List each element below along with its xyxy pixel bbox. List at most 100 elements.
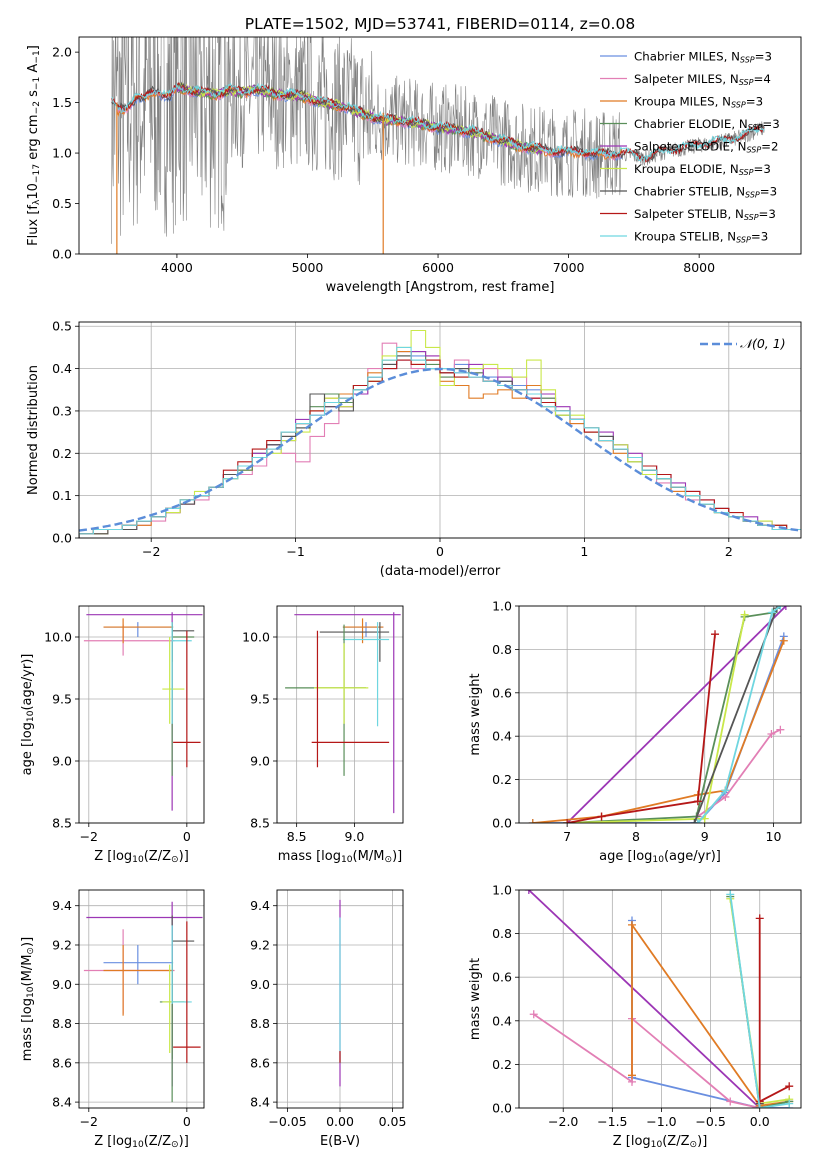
x-tick-label: 8000 [683,260,715,275]
plot-area [83,612,203,811]
y-tick-label: 0.6 [492,685,512,700]
y-tick-label: 8.4 [250,1095,270,1110]
plot-area [111,37,765,254]
weight-series-line [697,728,781,818]
weight-point-marker [524,890,533,894]
legend-label: Chabrier ELODIE, NSSP=3 [634,117,780,132]
y-tick-label: 8.5 [250,816,270,831]
legend-label: Kroupa STELIB, NSSP=3 [634,230,768,245]
weight-series-line [729,894,790,1108]
legend-label: 𝒩(0, 1) [740,336,786,351]
weight-point-marker [627,920,636,929]
axes-frame [518,605,802,824]
y-tick-label: 8.5 [52,816,72,831]
weight-point-marker [755,914,764,923]
y-axis-label: age [log10(age/yr)] [20,654,36,776]
chart-age-vs-mass: 8.5 9.0 8.5 9.0 9.5 10.0 mass [log10(M/M⊙)] [242,605,404,865]
x-tick-label: 2 [725,544,733,559]
weight-point-marker [627,1071,636,1080]
weight-point-marker [781,606,790,610]
x-tick-label: 9.0 [345,829,365,844]
y-tick-label: 9.2 [250,937,270,952]
y-tick-label: 9.2 [52,937,72,952]
y-tick-label: 9.5 [52,692,72,707]
x-axis-label: Z [log10(Z/Z⊙)] [94,1134,189,1150]
weight-point-marker [785,1082,794,1091]
chart-spectrum: 4000 5000 6000 7000 8000 0.0 0.5 1.0 1.5 2.0 wavel… [26,36,802,295]
y-axis-label: Normed distribution [26,365,41,495]
chart-weight-vs-age: 7 8 9 10 0.0 0.2 0.4 0.6 0.8 1.0 age [log10(age/yr… [468,599,802,865]
weight-point-marker [597,812,606,821]
y-tick-label: 0.2 [52,446,72,461]
weight-point-marker [726,1097,735,1106]
legend-label: Salpeter MILES, NSSP=4 [634,72,771,87]
weight-point-marker [776,725,785,734]
x-tick-label: −2 [80,1114,98,1129]
x-tick-label: −1 [286,544,304,559]
y-tick-label: 0.2 [492,772,512,787]
y-tick-label: 0.8 [492,642,512,657]
weight-series-line [532,636,785,823]
axes-frame [518,889,802,1109]
x-axis-label: (data-model)/error [380,564,501,579]
x-axis-label: E(B-V) [320,1134,360,1149]
x-tick-label: 1 [580,544,588,559]
weight-point-marker [528,819,537,823]
x-tick-label: 4000 [161,260,193,275]
y-axis-label: Flux [fλ10−17 erg cm−2 s−1 A−1] [26,45,42,246]
chart-mass-vs-ebv: −0.05 0.00 0.05 8.4 8.6 8.8 9.0 9.2 9.4 E(B-V) [250,889,407,1149]
weight-point-marker [721,786,730,795]
y-axis-label: mass weight [468,673,483,755]
y-tick-label: 10.0 [242,630,270,645]
weight-series-line [631,922,790,1107]
plot-area [83,901,203,1103]
weight-point-marker [767,730,776,739]
axes-frame [78,605,205,824]
y-tick-label: 0.0 [492,1101,512,1116]
y-tick-label: 8.8 [250,1016,270,1031]
y-axis-label: mass [log10(M/M⊙)] [20,937,36,1061]
weight-series-line [566,606,787,823]
x-tick-label: −2 [80,829,98,844]
y-tick-label: 0.0 [52,531,72,546]
plot-area [285,612,401,814]
weight-point-marker [755,1104,764,1108]
plot-area [524,890,794,1108]
x-tick-label: 7000 [553,260,585,275]
model-spectrum-line [111,82,765,163]
weight-series-line [566,634,716,823]
weight-series-line [533,1013,760,1108]
model-spectrum-line [176,84,543,156]
spectrum-legend: Chabrier MILES, NSSP=3 Salpeter MILES, NS… [600,50,780,245]
x-tick-label: 8 [632,829,640,844]
legend-label: Salpeter ELODIE, NSSP=2 [634,140,779,155]
y-tick-label: 9.0 [250,754,270,769]
y-tick-label: 1.5 [52,95,72,110]
figure-title: PLATE=1502, MJD=53741, FIBERID=0114, z=0… [245,15,635,33]
x-tick-label: −2 [142,544,160,559]
x-tick-label: −0.05 [268,1114,306,1129]
x-tick-label: 0 [183,829,191,844]
y-tick-label: 0.5 [52,196,72,211]
weight-series-line [567,611,774,823]
y-tick-label: 9.0 [52,977,72,992]
y-tick-label: 8.6 [250,1055,270,1070]
x-tick-label: 0 [183,1114,191,1129]
weight-point-marker [726,890,735,899]
y-tick-label: 8.6 [52,1055,72,1070]
y-tick-label: 0.8 [492,926,512,941]
chart-residuals: −2 −1 0 1 2 0.0 0.1 0.2 0.3 0.4 0.5 (data-model)/er… [26,319,802,579]
y-tick-label: 0.0 [52,247,72,262]
histogram-step [79,346,801,538]
weight-point-marker [529,1010,538,1019]
x-tick-label: −1.0 [646,1114,676,1129]
x-tick-label: 0.0 [750,1114,770,1129]
weight-point-marker [711,630,720,639]
weight-series-line [758,918,790,1103]
y-tick-label: 9.4 [52,898,72,913]
axes-frame [78,889,205,1109]
y-axis-label: mass weight [468,958,483,1040]
x-tick-label: 0.05 [379,1114,407,1129]
x-tick-label: −1.5 [597,1114,627,1129]
